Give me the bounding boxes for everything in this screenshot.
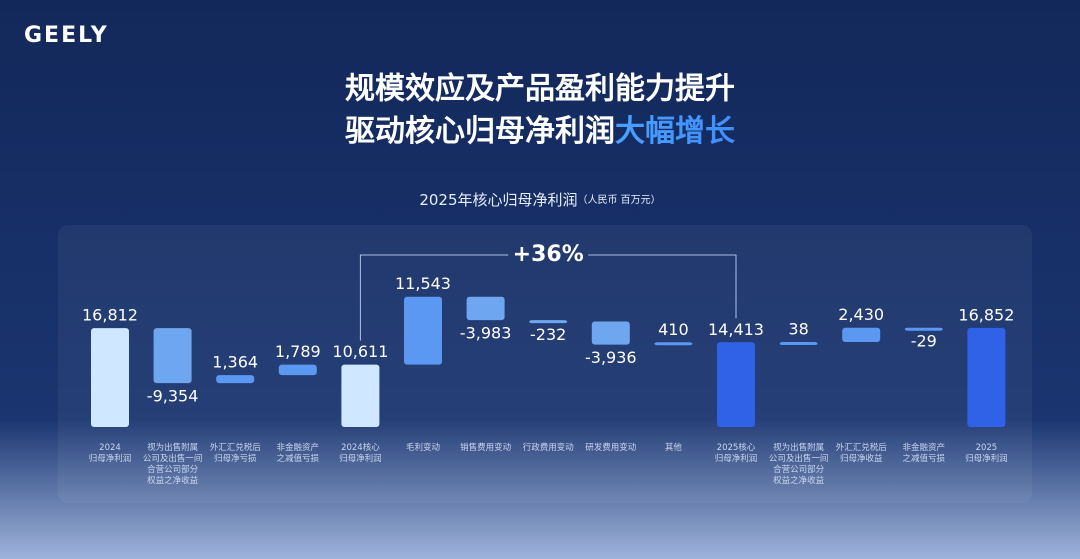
bar — [91, 328, 129, 427]
category-label: 非金融资产之减值亏损 — [903, 442, 946, 464]
value-label: -3,983 — [460, 324, 512, 343]
category-label: 外汇汇兑税后归母净亏损 — [210, 442, 262, 464]
category-line: 公司及出售一间 — [143, 453, 203, 464]
category-label: 毛利变动 — [406, 442, 441, 453]
value-label: 14,413 — [708, 320, 764, 339]
category-line: 视为出售附属 — [147, 442, 198, 453]
category-line: 之减值亏损 — [277, 453, 320, 464]
logo: GEELY — [24, 23, 109, 48]
category-label: 研发费用变动 — [585, 442, 637, 453]
value-label: 1,364 — [212, 353, 258, 372]
category-line: 合营公司部分 — [147, 464, 199, 475]
category-line: 行政费用变动 — [523, 442, 575, 453]
headline: 驱动核心归母净利润大幅增长 — [345, 114, 735, 149]
category-label: 非金融资产之减值亏损 — [277, 442, 320, 464]
value-label: -232 — [530, 325, 566, 344]
category-label: 视为出售附属公司及出售一间合营公司部分权益之净收益 — [143, 442, 203, 486]
headline: 规模效应及产品盈利能力提升 — [345, 72, 735, 107]
bar — [529, 320, 568, 324]
bracket — [359, 254, 737, 341]
category-line: 非金融资产 — [277, 442, 320, 453]
category-line: 归母净利润 — [715, 453, 758, 464]
category-line: 视为出售附属 — [773, 442, 824, 453]
category-line: 权益之净收益 — [147, 475, 199, 486]
category-line: 之减值亏损 — [903, 453, 946, 464]
value-label: -3,936 — [585, 348, 637, 367]
category-line: 公司及出售一间 — [769, 453, 829, 464]
category-line: 外汇汇兑税后 — [836, 442, 888, 453]
bar — [967, 327, 1006, 427]
category-line: 2025核心 — [717, 442, 756, 453]
headline-highlight: 大幅增长 — [615, 114, 735, 149]
category-label: 视为出售附属公司及出售一间合营公司部分权益之净收益 — [769, 442, 829, 486]
value-label: -29 — [911, 331, 937, 350]
value-label: 16,812 — [82, 306, 138, 325]
category-label: 外汇汇兑税后归母净收益 — [836, 442, 888, 464]
category-line: 非金融资产 — [903, 442, 946, 453]
value-label: 2,430 — [838, 305, 884, 324]
chart-title: 2025年核心归母净利润（人民币 百万元） — [419, 191, 660, 209]
bar — [153, 328, 192, 384]
category-line: 归母净利润 — [89, 453, 132, 464]
chart-title-text: 2025年核心归母净利润 — [419, 191, 577, 209]
category-line: 研发费用变动 — [585, 442, 637, 453]
value-label: 16,852 — [958, 305, 1014, 324]
bar — [466, 296, 505, 321]
value-label: 410 — [658, 320, 689, 339]
category-label: 2024核心归母净利润 — [339, 442, 382, 464]
category-line: 归母净利润 — [339, 453, 382, 464]
unit: （人民币 百万元） — [578, 194, 661, 206]
category-label: 2024 归母净利润 — [89, 443, 132, 464]
bar — [717, 342, 755, 427]
category-line: 外汇汇兑税后 — [210, 442, 262, 453]
bar — [904, 327, 943, 331]
bar — [216, 375, 255, 384]
category-label: 其他 — [665, 442, 683, 453]
bar — [278, 364, 317, 376]
category-line: 销售费用变动 — [460, 442, 512, 453]
category-label: 2025 归母净利润 — [965, 443, 1008, 464]
annotation: +36% — [513, 242, 584, 267]
category-line: 权益之净收益 — [773, 475, 825, 486]
panel — [58, 225, 1032, 503]
value-label: -9,354 — [147, 387, 199, 406]
value-label: 38 — [788, 320, 808, 339]
headline-text: 驱动核心归母净利润 — [345, 114, 615, 149]
category-line: 毛利变动 — [406, 442, 441, 453]
category-line: 2024核心 — [341, 442, 380, 453]
value-label: 10,611 — [332, 342, 388, 361]
category-line: 归母净亏损 — [214, 453, 257, 464]
category-line: 2025 — [976, 443, 998, 453]
category-line: 归母净利润 — [965, 453, 1008, 464]
category-line: 归母净收益 — [840, 453, 883, 464]
category-label: 行政费用变动 — [523, 442, 575, 453]
category-label: 销售费用变动 — [460, 442, 512, 453]
bar — [591, 321, 630, 345]
category-line: 其他 — [665, 442, 683, 453]
bar — [779, 342, 818, 346]
value-label: 11,543 — [395, 274, 451, 293]
bar — [842, 327, 881, 343]
category-label: 2025核心归母净利润 — [715, 442, 758, 464]
bar — [404, 296, 442, 365]
bar — [654, 342, 693, 346]
category-line: 2024 — [99, 443, 121, 453]
value-label: 1,789 — [275, 342, 321, 361]
bar — [341, 364, 380, 427]
category-line: 合营公司部分 — [773, 464, 825, 475]
